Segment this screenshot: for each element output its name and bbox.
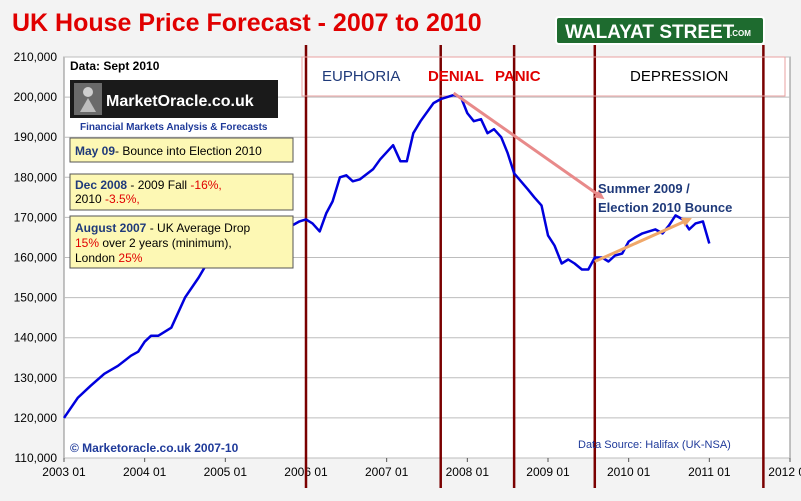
svg-text:15% over 2 years (minimum),: 15% over 2 years (minimum), [75, 236, 232, 250]
svg-text:London 25%: London 25% [75, 251, 143, 265]
note-aug2007-line2: over 2 years (minimum), [99, 236, 232, 250]
note-aug2007-red1: 15% [75, 236, 99, 250]
x-tick-label: 2012 01 [768, 465, 801, 479]
x-tick-label: 2009 01 [526, 465, 570, 479]
x-tick-label: 2007 01 [365, 465, 409, 479]
copyright: © Marketoracle.co.uk 2007-10 [70, 441, 239, 455]
x-tick-label: 2008 01 [446, 465, 490, 479]
note-dec2008-line2: 2010 [75, 192, 105, 206]
y-tick-label: 160,000 [14, 251, 58, 265]
note-aug2007-line3: London [75, 251, 118, 265]
note-dec2008: Dec 2008 - 2009 Fall -16%, 2010 -3.5%, [69, 173, 294, 211]
marketoracle-logo: MarketOracle.co.uk Financial Markets Ana… [70, 80, 278, 133]
y-axis-ticks: 110,000 120,000 130,000 140,000 150,000 160,0… [14, 50, 58, 465]
x-tick-label: 2004 01 [123, 465, 167, 479]
y-tick-label: 140,000 [14, 331, 58, 345]
data-date-label: Data: Sept 2010 [70, 59, 160, 73]
svg-text:Dec 2008 - 2009 Fall -16%,: Dec 2008 - 2009 Fall -16%, [75, 178, 222, 192]
x-tick-label: 2005 01 [204, 465, 248, 479]
note-may09-head: May 09 [75, 144, 115, 158]
y-tick-label: 210,000 [14, 50, 58, 64]
note-aug2007-body: - UK Average Drop [146, 221, 250, 235]
note-dec2008-red1: -16%, [190, 178, 221, 192]
decline-arrow [452, 91, 605, 200]
phase-denial: DENIAL [428, 68, 484, 85]
note-dec2008-body: - 2009 Fall [127, 178, 190, 192]
y-tick-label: 180,000 [14, 170, 58, 184]
brand-suffix: .COM [730, 29, 751, 38]
phase-depression: DEPRESSION [630, 68, 728, 85]
y-tick-label: 190,000 [14, 130, 58, 144]
chart-title: UK House Price Forecast - 2007 to 2010 [12, 9, 482, 37]
svg-text:2010 -3.5%,: 2010 -3.5%, [75, 192, 140, 206]
y-tick-label: 120,000 [14, 411, 58, 425]
bounce-annotation-line1: Summer 2009 / [598, 181, 690, 196]
svg-text:August 2007 - UK Average Drop: August 2007 - UK Average Drop [75, 221, 251, 235]
note-aug2007: August 2007 - UK Average Drop 15% over 2… [69, 215, 294, 269]
bounce-arrow [594, 217, 692, 263]
bounce-annotation-line2: Election 2010 Bounce [598, 200, 732, 215]
y-tick-label: 150,000 [14, 291, 58, 305]
note-aug2007-head: August 2007 [75, 221, 147, 235]
phase-euphoria: EUPHORIA [322, 68, 400, 85]
svg-text:May 09- Bounce into Election 2: May 09- Bounce into Election 2010 [75, 144, 262, 158]
logo-name: MarketOracle.co.uk [106, 93, 254, 110]
phase-dividers [304, 45, 765, 488]
x-tick-label: 2011 01 [688, 465, 731, 479]
note-aug2007-red2: 25% [118, 251, 142, 265]
brand-main: WALAYAT STREET [565, 22, 735, 43]
note-may09-body: - Bounce into Election 2010 [115, 144, 262, 158]
note-dec2008-red2: -3.5%, [105, 192, 140, 206]
y-tick-label: 170,000 [14, 210, 58, 224]
x-tick-label: 2010 01 [607, 465, 651, 479]
x-tick-label: 2003 01 [42, 465, 86, 479]
note-may09: May 09- Bounce into Election 2010 [69, 137, 294, 163]
y-tick-label: 110,000 [15, 451, 58, 465]
data-source: Data Source: Halifax (UK-NSA) [578, 439, 731, 451]
x-axis-ticks: 2003 01 2004 01 2005 01 2006 01 2007 01 2008 … [42, 458, 801, 479]
phase-header-box [301, 56, 786, 97]
y-tick-label: 200,000 [14, 90, 58, 104]
logo-tagline: Financial Markets Analysis & Forecasts [80, 122, 268, 133]
y-tick-label: 130,000 [14, 371, 58, 385]
brand-badge: WALAYAT STREET .COM [555, 16, 765, 45]
phase-panic: PANIC [495, 68, 541, 85]
note-dec2008-head: Dec 2008 [75, 178, 127, 192]
